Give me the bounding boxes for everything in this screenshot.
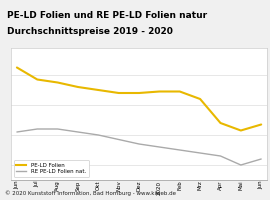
Legend: PE-LD Folien, RE PE-LD Folien nat.: PE-LD Folien, RE PE-LD Folien nat.	[14, 160, 89, 177]
Text: © 2020 Kunststoff Information, Bad Homburg - www.kiweb.de: © 2020 Kunststoff Information, Bad Hombu…	[5, 190, 176, 196]
Text: PE-LD Folien und RE PE-LD Folien natur: PE-LD Folien und RE PE-LD Folien natur	[7, 11, 207, 20]
Text: Durchschnittspreise 2019 - 2020: Durchschnittspreise 2019 - 2020	[7, 27, 173, 36]
